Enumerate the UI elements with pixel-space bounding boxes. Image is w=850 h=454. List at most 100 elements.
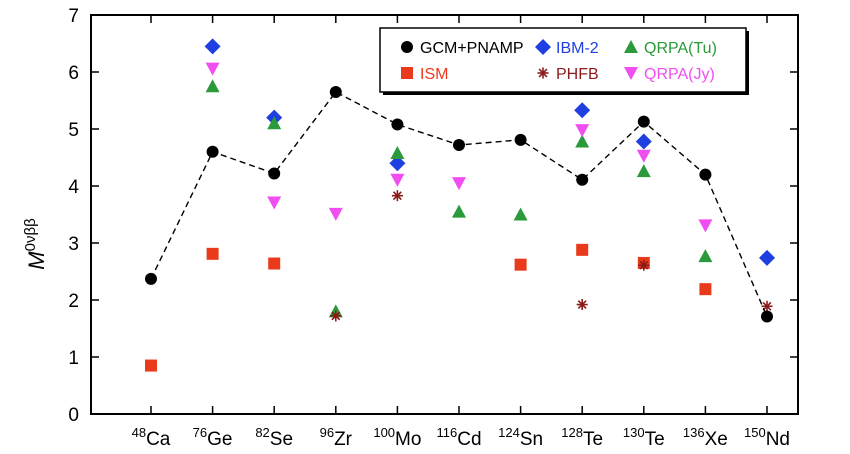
data-point [268,167,281,180]
y-tick-label: 2 [68,291,79,312]
x-tick-label-element: Xe [705,429,728,450]
legend-box [379,27,747,93]
series-qrpa-jy- [205,62,713,233]
x-tick-label: 150Nd [744,425,790,450]
data-point [267,116,282,130]
data-point [330,310,342,322]
marker-shape [635,133,652,150]
marker-shape [576,243,589,256]
x-tick-label-mass: 124 [498,425,520,440]
y-tick-label: 1 [68,348,79,369]
series-ism [145,243,712,372]
marker-shape [145,359,157,372]
x-tick-label-mass: 116 [436,425,457,440]
data-point [698,249,713,263]
x-tick-label-mass: 130 [623,425,645,440]
y-tick-label: 4 [68,177,79,198]
x-tick-label-element: Nd [766,429,790,450]
data-point [574,102,591,119]
marker-shape [204,38,221,55]
marker-shape [268,167,281,180]
marker-shape [205,79,220,93]
y-tick-label: 5 [68,120,79,141]
y-tick-label: 6 [68,63,79,84]
marker-shape [145,272,157,285]
legend: GCM+PNAMP IBM-2 QRPA(Tu) ISM PHFB QRPA(Jy) [379,27,749,95]
y-tick-label: 0 [68,405,79,426]
data-point [575,134,590,148]
legend-label: ISM [420,66,448,83]
marker-shape [401,41,413,53]
x-tick-label: 130Te [623,425,665,450]
marker-shape [206,145,219,158]
data-point [205,62,220,76]
marker-shape [267,196,282,210]
data-point [636,149,651,163]
marker-shape [698,249,713,263]
data-point [205,79,220,93]
legend-marker [401,41,413,53]
data-point [145,272,157,285]
legend-marker [624,67,638,80]
data-point [576,299,588,311]
marker-shape [390,145,405,159]
data-point [514,258,527,271]
x-tick-label-element: Ge [207,429,232,450]
series-gcm-pnamp [145,85,773,323]
data-point [761,300,773,312]
legend-marker [624,40,638,53]
marker-shape [624,67,638,80]
x-tick-label-element: Se [270,429,293,450]
x-tick-label: 96Zr [320,425,353,450]
legend-item: PHFB [537,66,599,83]
data-point [145,359,157,372]
data-point [329,85,342,98]
marker-shape [453,138,465,151]
marker-stroke [538,68,548,78]
y-tick-label: 3 [68,234,79,255]
marker-shape [205,62,220,76]
data-point [576,173,589,186]
data-point [204,38,221,55]
x-tick-label: 124Sn [498,425,543,450]
marker-shape [699,283,712,296]
x-tick-label-mass: 136 [683,425,705,440]
data-point [638,259,650,271]
legend-label: QRPA(Tu) [644,40,717,57]
y-tick-label: 7 [68,6,79,27]
marker-shape [514,258,527,271]
series-ibm-2 [204,38,775,266]
x-tick-label: 76Ge [193,425,233,450]
marker-shape [389,155,406,172]
data-point [699,168,712,181]
legend-item: QRPA(Tu) [624,40,717,57]
marker-shape [328,207,343,221]
legend-item: QRPA(Jy) [624,66,715,83]
data-point [699,283,712,296]
marker-shape [206,247,219,260]
data-point [453,138,465,151]
x-tick-label-mass: 96 [320,425,334,440]
x-tick-label: 100Mo [373,425,421,450]
x-ticks: 48Ca 76Ge 82Se 96Zr 100Mo 116Cd 124Sn 128Te 130T… [132,15,790,450]
marker-shape [452,204,466,218]
marker-shape [761,310,773,323]
data-point [576,243,589,256]
x-tick-label-element: Sn [520,429,543,450]
marker-shape [329,85,342,98]
y-ticks: 0 1 2 3 4 5 6 7 [68,6,798,426]
legend-label: PHFB [556,66,599,83]
marker-shape [637,115,650,128]
marker-shape [390,173,405,187]
data-point [452,204,466,218]
data-point [759,249,775,266]
x-tick-label-mass: 82 [255,425,269,440]
data-point [635,133,652,150]
marker-shape [624,40,638,53]
data-point [389,155,406,172]
marker-shape [574,102,591,119]
data-point [390,173,405,187]
legend-label: QRPA(Jy) [644,66,715,83]
x-tick-label: 116Cd [436,425,481,450]
